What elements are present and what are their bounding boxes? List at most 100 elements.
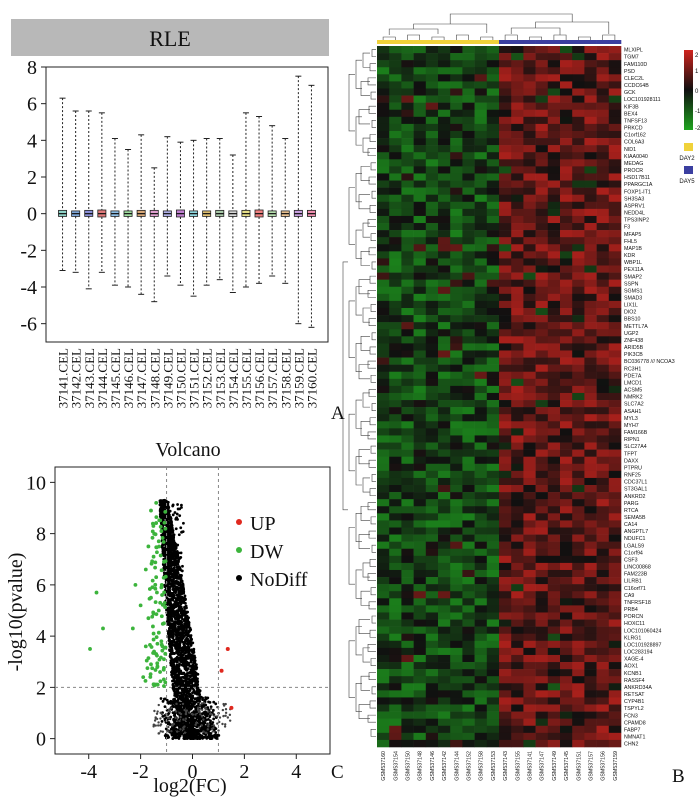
up-point — [229, 706, 233, 710]
heatmap-cell — [536, 414, 549, 421]
heatmap-cell — [499, 386, 512, 393]
heatmap-cell — [438, 358, 451, 365]
heatmap-cell — [609, 634, 622, 641]
nodiff-point — [173, 584, 176, 587]
heatmap-cell — [475, 237, 488, 244]
heatmap-cell — [450, 322, 463, 329]
heatmap-cell — [609, 648, 622, 655]
heatmap-cell — [609, 421, 622, 428]
dendrogram-link — [370, 559, 376, 566]
heatmap-cell — [560, 648, 573, 655]
heatmap-cell — [572, 570, 585, 577]
nodiff-point — [161, 715, 164, 718]
heatmap-cell — [572, 244, 585, 251]
nodiff-point — [175, 580, 178, 583]
heatmap-cell — [450, 308, 463, 315]
heatmap-cell — [548, 350, 561, 357]
heatmap-cell — [389, 407, 402, 414]
heatmap-cell — [487, 209, 500, 216]
rle-y-tick-label: 2 — [27, 167, 37, 189]
heatmap-cell — [536, 443, 549, 450]
group-bar-cell — [401, 40, 414, 44]
heatmap-cell — [560, 166, 573, 173]
heatmap-cell — [523, 634, 536, 641]
heatmap-cell — [597, 499, 610, 506]
heatmap-cell — [511, 492, 524, 499]
heatmap-cell — [487, 258, 500, 265]
nodiff-point — [182, 713, 185, 716]
heatmap-cell — [389, 273, 402, 280]
nodiff-point — [175, 527, 178, 530]
heatmap-cell — [389, 173, 402, 180]
nodiff-point — [185, 616, 188, 619]
heatmap-cell — [414, 46, 427, 53]
nodiff-point — [167, 721, 170, 724]
heatmap-cell — [426, 67, 439, 74]
heatmap-cell — [377, 513, 390, 520]
legend-up-label: UP — [250, 513, 276, 535]
heatmap-cell — [536, 336, 549, 343]
heatmap-cell — [475, 202, 488, 209]
heatmap-cell — [523, 322, 536, 329]
heatmap-cell — [536, 648, 549, 655]
heatmap-cell — [511, 365, 524, 372]
nodiff-point — [189, 635, 192, 638]
heatmap-cell — [475, 499, 488, 506]
heatmap-cell — [572, 202, 585, 209]
heatmap-cell — [414, 336, 427, 343]
heatmap-cell — [401, 393, 414, 400]
heatmap-cell — [499, 195, 512, 202]
nodiff-point — [199, 730, 202, 733]
heatmap-cell — [475, 414, 488, 421]
heatmap-cell — [414, 499, 427, 506]
heatmap-cell — [401, 542, 414, 549]
nodiff-point — [206, 697, 209, 700]
nodiff-point — [201, 709, 203, 711]
nodiff-point — [162, 700, 165, 703]
heatmap-cell — [401, 350, 414, 357]
heatmap-cell — [511, 605, 524, 612]
heatmap-cell — [548, 287, 561, 294]
heatmap-cell — [426, 46, 439, 53]
nodiff-point — [171, 636, 174, 639]
heatmap-cell — [426, 655, 439, 662]
heatmap-cell — [426, 195, 439, 202]
heatmap-cell — [414, 535, 427, 542]
heatmap-cell — [475, 435, 488, 442]
nodiff-point — [167, 567, 170, 570]
heatmap-cell — [597, 46, 610, 53]
heatmap-cell — [572, 131, 585, 138]
heatmap-cell — [475, 46, 488, 53]
nodiff-point — [178, 705, 181, 708]
heatmap-cell — [548, 209, 561, 216]
heatmap-cell — [377, 166, 390, 173]
nodiff-point — [170, 572, 173, 575]
heatmap-cell — [560, 450, 573, 457]
heatmap-cell — [462, 407, 475, 414]
heatmap-cell — [523, 485, 536, 492]
heatmap-cell — [450, 428, 463, 435]
heatmap-cell — [560, 605, 573, 612]
heatmap-cell — [462, 301, 475, 308]
heatmap-cell — [609, 407, 622, 414]
heatmap-cell — [450, 513, 463, 520]
heatmap-cell — [609, 152, 622, 159]
heatmap-cell — [475, 343, 488, 350]
heatmap-cell — [438, 620, 451, 627]
heatmap-cell — [389, 216, 402, 223]
nodiff-point — [224, 723, 226, 725]
heatmap-cell — [462, 358, 475, 365]
nodiff-point — [171, 626, 174, 629]
heatmap-cell — [609, 230, 622, 237]
heatmap-cell — [487, 322, 500, 329]
heatmap-cell — [511, 244, 524, 251]
heatmap-cell — [499, 527, 512, 534]
nodiff-point — [177, 583, 180, 586]
volcano-x-tick-label: -4 — [80, 761, 97, 783]
heatmap-cell — [401, 407, 414, 414]
heatmap-cell — [401, 287, 414, 294]
heatmap-cell — [438, 209, 451, 216]
heatmap-cell — [560, 513, 573, 520]
heatmap-cell — [487, 315, 500, 322]
heatmap-cell — [523, 393, 536, 400]
